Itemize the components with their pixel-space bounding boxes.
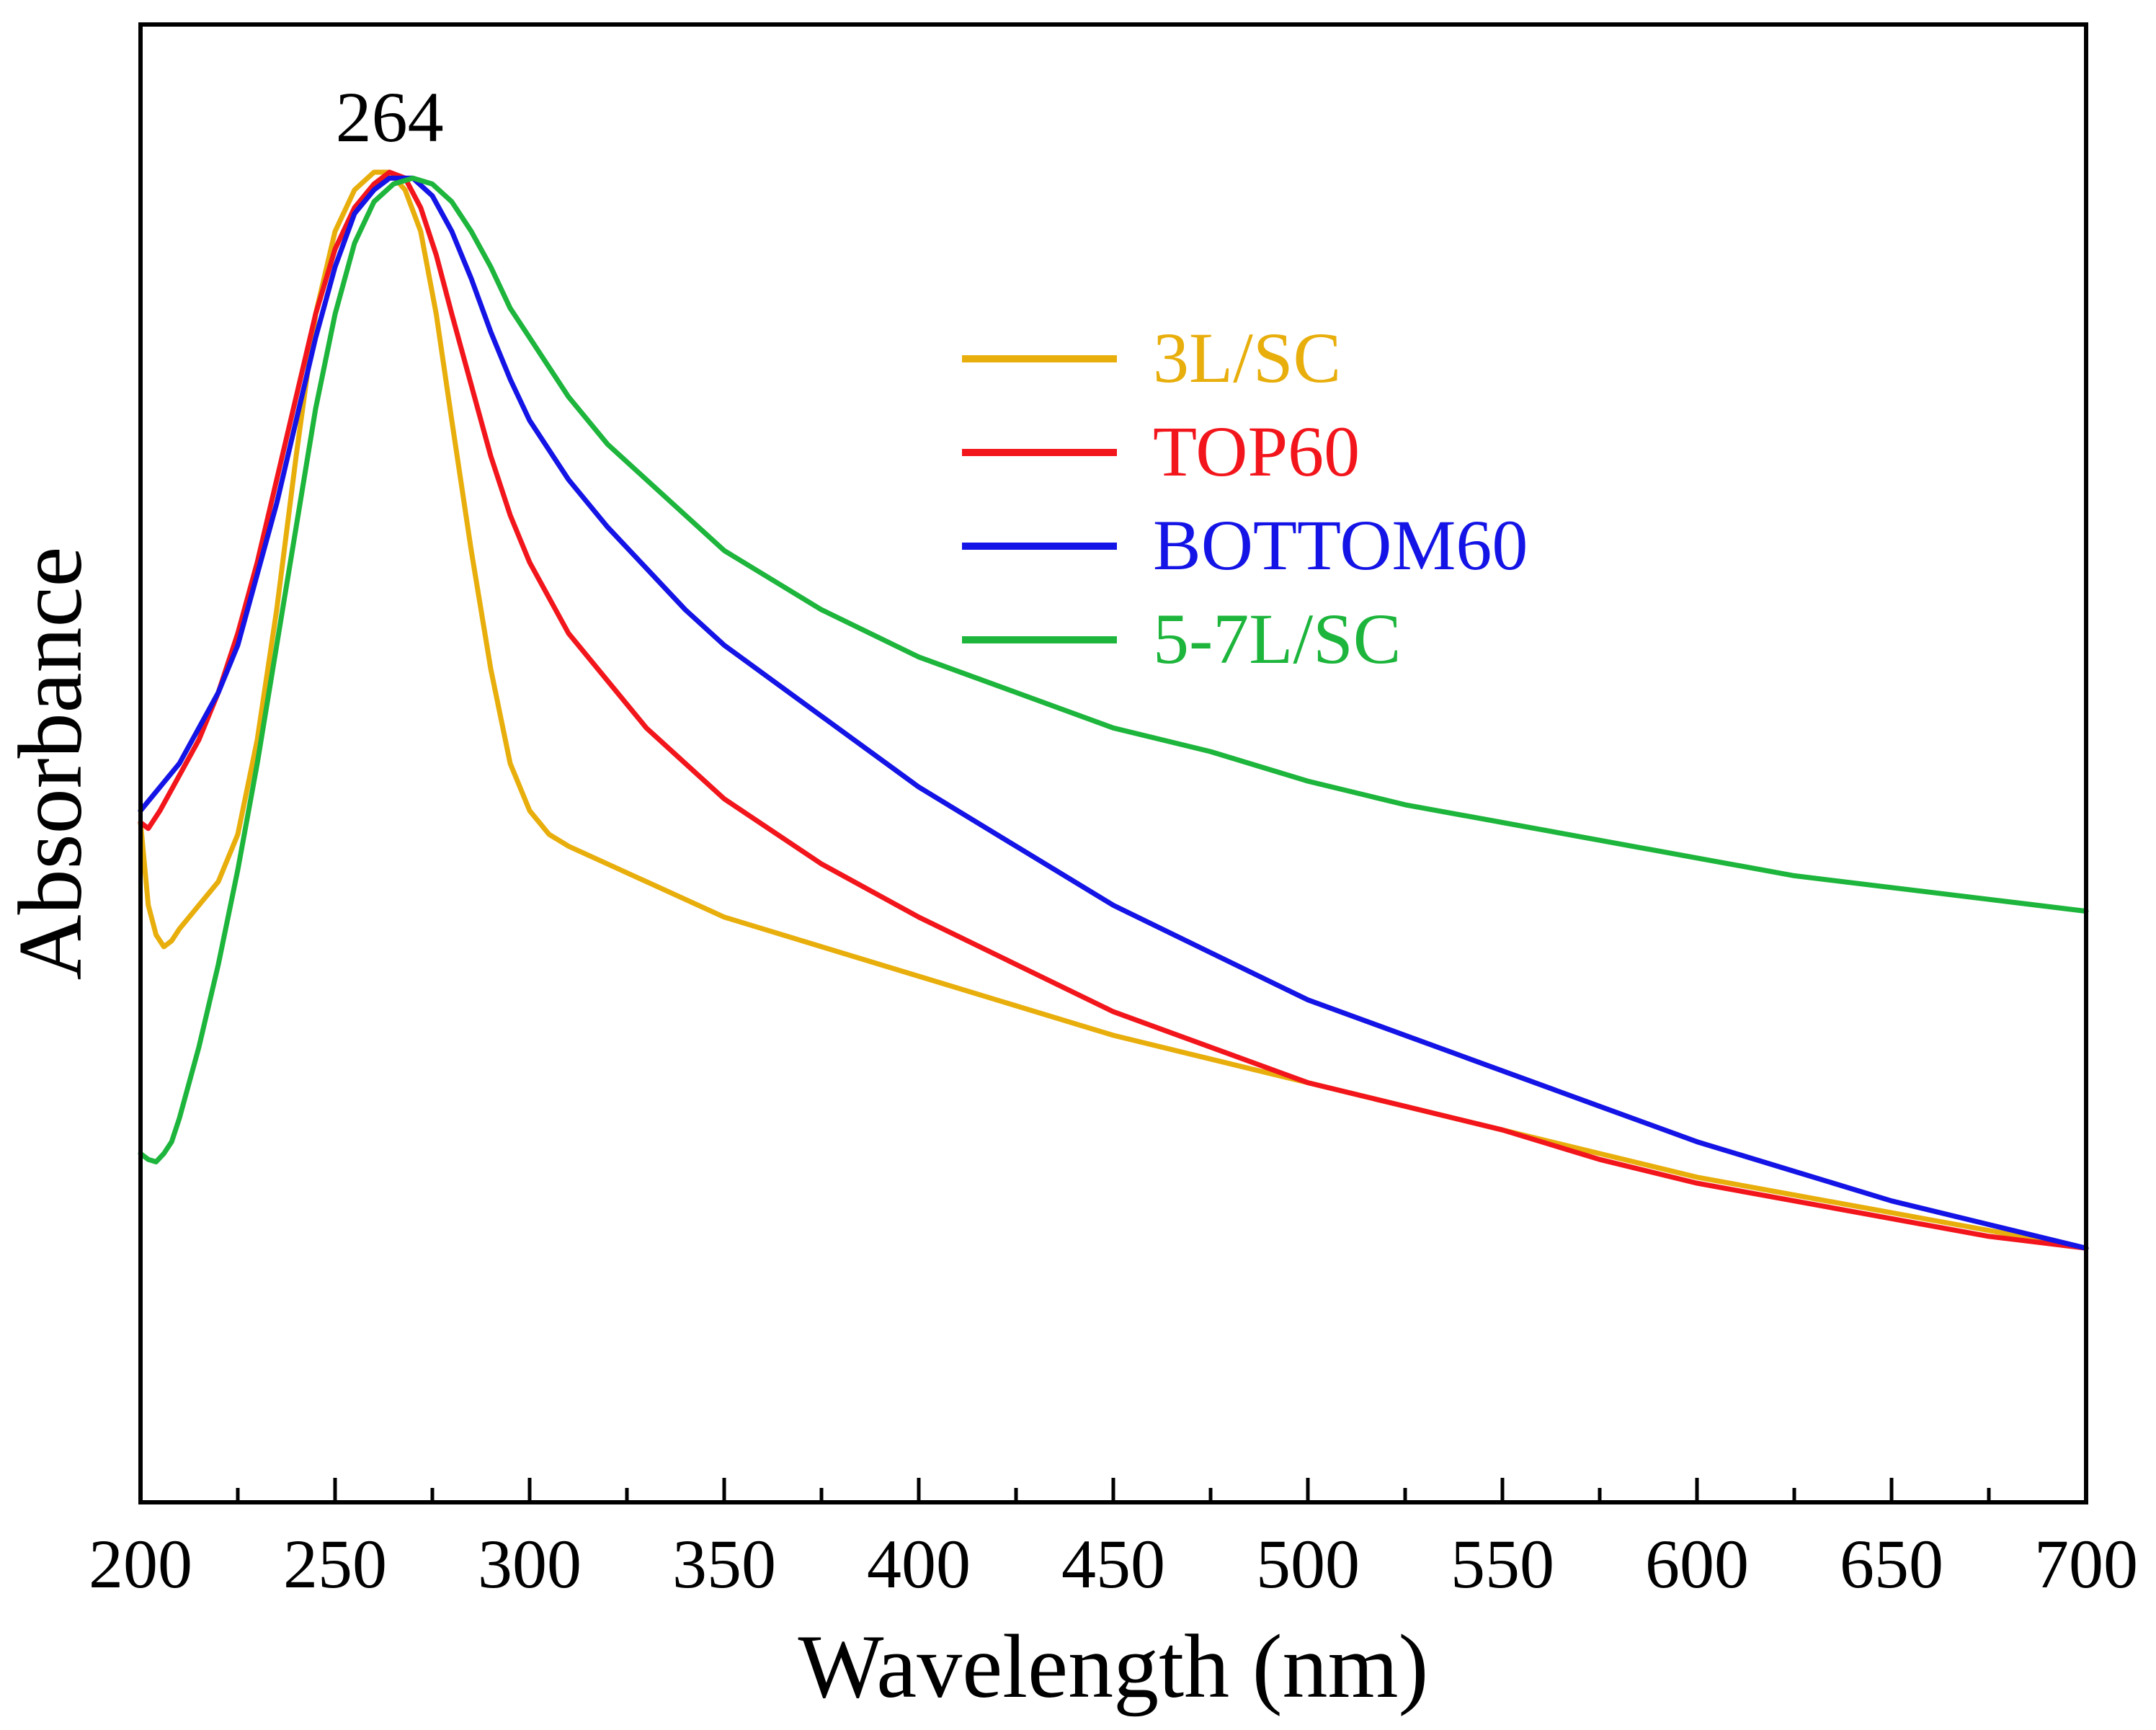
x-axis-ticks <box>138 1478 2088 1502</box>
x-tick-label: 600 <box>1645 1525 1749 1602</box>
y-axis-title: Absorbance <box>1 547 101 981</box>
series-line-top60 <box>138 169 2089 1251</box>
legend-label: 5-7L/SC <box>1153 599 1401 679</box>
legend-label: BOTTOM60 <box>1153 505 1528 585</box>
x-tick-label: 450 <box>1061 1525 1165 1602</box>
series-line-5-7l-sc <box>138 175 2089 1164</box>
x-tick-label: 500 <box>1256 1525 1360 1602</box>
legend-label: TOP60 <box>1153 411 1360 491</box>
legend: 3L/SC TOP60 BOTTOM60 5-7L/SC <box>962 318 1528 679</box>
x-tick-label: 550 <box>1451 1525 1554 1602</box>
x-tick-label: 650 <box>1840 1525 1943 1602</box>
x-tick-label: 250 <box>283 1525 387 1602</box>
peak-annotation: 264 <box>336 77 444 157</box>
x-tick-label: 300 <box>478 1525 582 1602</box>
legend-label: 3L/SC <box>1153 318 1341 398</box>
x-tick-label: 400 <box>867 1525 971 1602</box>
annotations: 264 <box>336 77 444 157</box>
x-tick-label: 700 <box>2034 1525 2138 1602</box>
x-axis-title: Wavelength (nm) <box>798 1617 1428 1717</box>
x-tick-label: 200 <box>89 1525 192 1602</box>
x-axis-tick-labels: 200 250 300 350 400 450 500 550 600 650 700 <box>89 1525 2138 1602</box>
series-line-bottom60 <box>138 175 2089 1251</box>
series-layer <box>138 169 2089 1251</box>
x-tick-label: 350 <box>672 1525 776 1602</box>
